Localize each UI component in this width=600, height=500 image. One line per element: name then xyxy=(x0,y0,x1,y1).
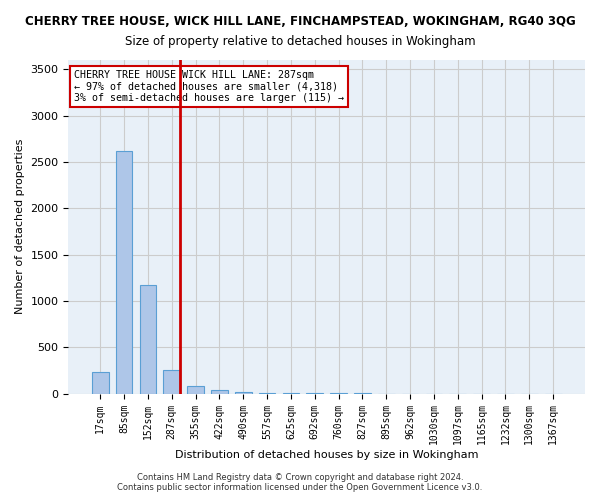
X-axis label: Distribution of detached houses by size in Wokingham: Distribution of detached houses by size … xyxy=(175,450,478,460)
Bar xyxy=(259,392,275,394)
Text: Size of property relative to detached houses in Wokingham: Size of property relative to detached ho… xyxy=(125,35,475,48)
Bar xyxy=(140,285,156,394)
Bar xyxy=(187,386,204,394)
Text: CHERRY TREE HOUSE, WICK HILL LANE, FINCHAMPSTEAD, WOKINGHAM, RG40 3QG: CHERRY TREE HOUSE, WICK HILL LANE, FINCH… xyxy=(25,15,575,28)
Text: Contains HM Land Registry data © Crown copyright and database right 2024.
Contai: Contains HM Land Registry data © Crown c… xyxy=(118,473,482,492)
Y-axis label: Number of detached properties: Number of detached properties xyxy=(15,139,25,314)
Bar xyxy=(235,392,251,394)
Text: CHERRY TREE HOUSE WICK HILL LANE: 287sqm
← 97% of detached houses are smaller (4: CHERRY TREE HOUSE WICK HILL LANE: 287sqm… xyxy=(74,70,344,103)
Bar xyxy=(116,151,133,394)
Bar xyxy=(163,370,180,394)
Bar xyxy=(211,390,228,394)
Bar xyxy=(92,372,109,394)
